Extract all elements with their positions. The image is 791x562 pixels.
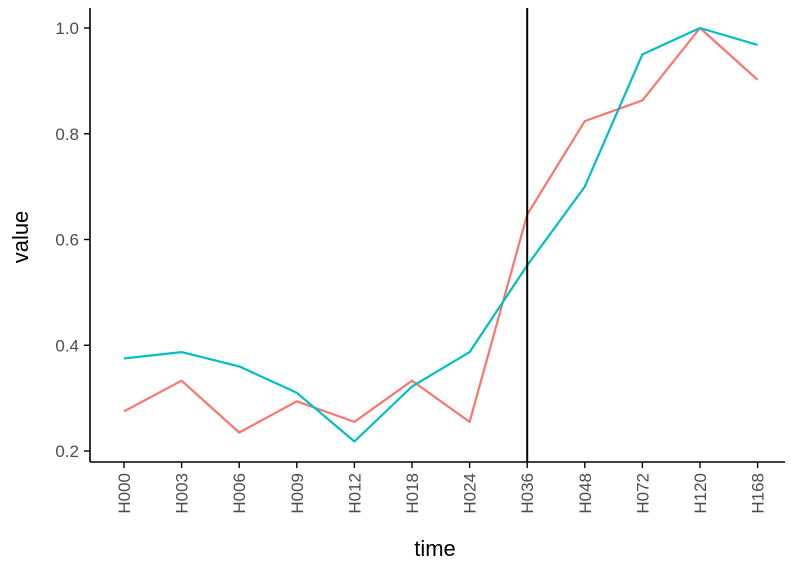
x-ticks: H000 H003 H006 H009 H012 H018 H024 H036 H048 H072… bbox=[115, 462, 768, 514]
x-tick-label: H048 bbox=[576, 473, 595, 514]
x-tick-label: H024 bbox=[461, 473, 480, 514]
axes bbox=[89, 8, 785, 463]
x-tick-label: H018 bbox=[403, 473, 422, 514]
y-axis-title: value bbox=[8, 211, 33, 264]
x-tick-label: H072 bbox=[633, 473, 652, 514]
series-line-2 bbox=[123, 26, 758, 443]
x-tick-label: H036 bbox=[518, 473, 537, 514]
x-axis-title: time bbox=[414, 536, 456, 561]
y-tick-label: 0.4 bbox=[55, 336, 79, 355]
x-tick-label: H000 bbox=[115, 473, 134, 514]
y-tick-label: 0.8 bbox=[55, 125, 79, 144]
y-ticks: 0.2 0.4 0.6 0.8 1.0 bbox=[55, 19, 90, 461]
x-tick-label: H009 bbox=[288, 473, 307, 514]
series-layer bbox=[123, 26, 759, 443]
y-tick-label: 0.2 bbox=[55, 442, 79, 461]
y-tick-label: 1.0 bbox=[55, 19, 79, 38]
x-tick-label: H168 bbox=[749, 473, 768, 514]
series-line-1 bbox=[123, 26, 759, 434]
x-tick-label: H120 bbox=[691, 473, 710, 514]
y-tick-label: 0.6 bbox=[55, 231, 79, 250]
x-tick-label: H012 bbox=[345, 473, 364, 514]
x-tick-label: H003 bbox=[173, 473, 192, 514]
x-tick-label: H006 bbox=[230, 473, 249, 514]
